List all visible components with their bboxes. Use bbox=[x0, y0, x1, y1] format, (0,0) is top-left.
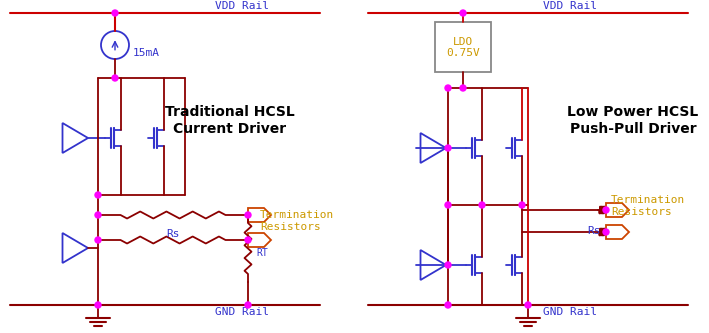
Circle shape bbox=[460, 85, 466, 91]
Circle shape bbox=[95, 302, 101, 308]
Circle shape bbox=[445, 145, 451, 151]
Text: VDD Rail: VDD Rail bbox=[215, 1, 269, 11]
Circle shape bbox=[519, 202, 525, 208]
Text: Rs: Rs bbox=[587, 226, 601, 236]
Bar bbox=[435, 22, 491, 72]
Circle shape bbox=[603, 229, 609, 235]
Circle shape bbox=[525, 302, 531, 308]
Text: Rs: Rs bbox=[166, 229, 180, 239]
Text: RT: RT bbox=[256, 247, 268, 257]
Text: Traditional HCSL: Traditional HCSL bbox=[165, 105, 295, 119]
Circle shape bbox=[445, 202, 451, 208]
Text: GND Rail: GND Rail bbox=[215, 307, 269, 317]
Text: GND Rail: GND Rail bbox=[543, 307, 597, 317]
Text: Current Driver: Current Driver bbox=[174, 122, 286, 136]
Circle shape bbox=[95, 212, 101, 218]
Text: 0.75V: 0.75V bbox=[446, 48, 480, 58]
Circle shape bbox=[112, 10, 118, 16]
Circle shape bbox=[95, 192, 101, 198]
Text: Push-Pull Driver: Push-Pull Driver bbox=[570, 122, 696, 136]
Circle shape bbox=[603, 207, 609, 213]
Text: LDO: LDO bbox=[453, 37, 473, 47]
Circle shape bbox=[245, 212, 251, 218]
Circle shape bbox=[445, 85, 451, 91]
Circle shape bbox=[445, 262, 451, 268]
Text: 15mA: 15mA bbox=[133, 48, 160, 58]
Circle shape bbox=[112, 75, 118, 81]
Circle shape bbox=[445, 302, 451, 308]
Text: Low Power HCSL: Low Power HCSL bbox=[567, 105, 698, 119]
Text: Termination
Resistors: Termination Resistors bbox=[260, 210, 334, 231]
Circle shape bbox=[95, 237, 101, 243]
Text: VDD Rail: VDD Rail bbox=[543, 1, 597, 11]
Circle shape bbox=[460, 10, 466, 16]
Text: Termination
Resistors: Termination Resistors bbox=[611, 195, 686, 216]
Circle shape bbox=[245, 237, 251, 243]
Circle shape bbox=[245, 302, 251, 308]
Circle shape bbox=[479, 202, 485, 208]
